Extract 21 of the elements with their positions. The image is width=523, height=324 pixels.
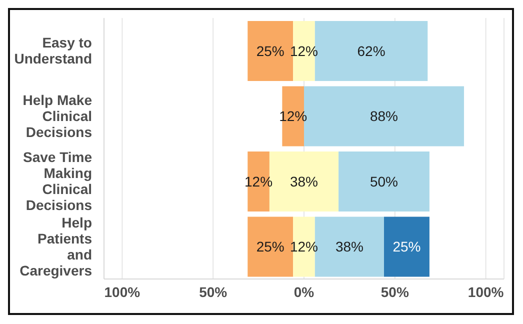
bar: [384, 216, 430, 277]
x-tick-label: 0%: [294, 284, 315, 300]
y-tick-label: Help Make Clinical Decisions: [22, 92, 92, 140]
y-tick-label: Save Time Making Clinical Decisions: [22, 149, 92, 214]
x-tick-label: 100%: [104, 284, 141, 300]
data-label: 62%: [357, 42, 386, 59]
x-tick-label: 50%: [199, 284, 228, 300]
data-label: 38%: [335, 238, 364, 255]
data-label: 88%: [370, 108, 398, 124]
data-label: 12%: [290, 42, 318, 59]
y-tick-label: Help Patients and Caregivers: [20, 214, 92, 278]
data-label: 25%: [256, 42, 284, 59]
bar: [338, 152, 430, 212]
data-label: 50%: [370, 173, 398, 190]
y-tick-label: Easy to Understand: [14, 34, 92, 67]
x-tick-label: 50%: [380, 284, 410, 300]
data-label: 25%: [392, 238, 421, 255]
x-tick-label: 100%: [468, 284, 504, 300]
data-label: 12%: [290, 238, 318, 255]
data-label: 25%: [256, 238, 284, 255]
data-label: 38%: [290, 173, 318, 190]
